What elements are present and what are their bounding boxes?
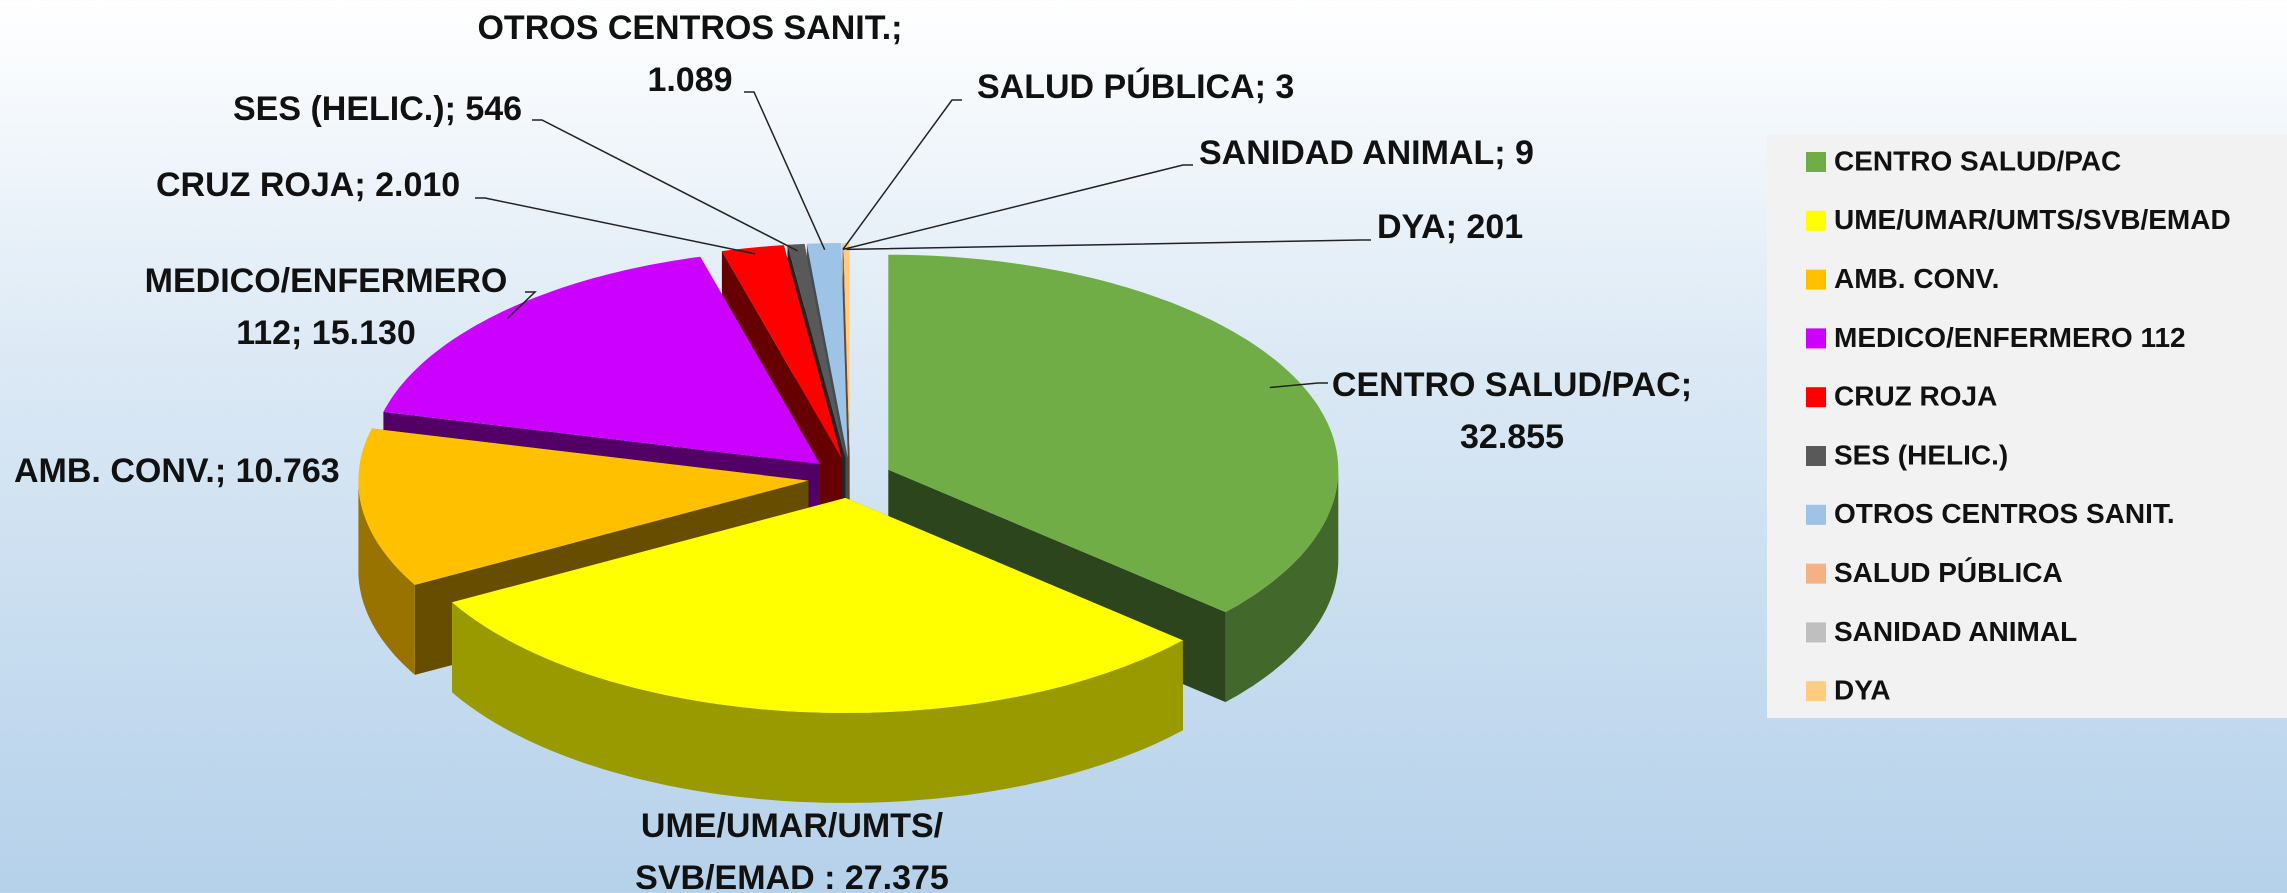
legend-swatch — [1806, 210, 1826, 231]
legend-label: CENTRO SALUD/PAC — [1834, 145, 2121, 176]
leader-line — [842, 164, 1193, 251]
leader-line — [1269, 382, 1328, 389]
legend-label: AMB. CONV. — [1834, 263, 1999, 294]
data-label: DYA; 201 — [1377, 208, 1523, 246]
legend-swatch — [1806, 152, 1826, 172]
data-label: CRUZ ROJA; 2.010 — [156, 166, 460, 204]
data-label: MEDICO/ENFERMERO 112; 15.130 — [145, 262, 508, 352]
data-label-line: OTROS CENTROS SANIT.; — [477, 9, 902, 47]
slice — [843, 242, 850, 458]
data-label-line: SVB/EMAD : 27.375 — [635, 859, 949, 893]
legend-swatch — [1806, 681, 1826, 702]
legend-label: SES (HELIC.) — [1834, 439, 2008, 470]
legend-swatch — [1806, 387, 1826, 408]
legend-label: DYA — [1834, 675, 1891, 706]
data-label: SANIDAD ANIMAL; 9 — [1199, 134, 1534, 172]
leader-line — [842, 99, 962, 250]
data-label: SES (HELIC.); 546 — [233, 90, 522, 128]
leader-line — [475, 197, 756, 255]
leader-line — [532, 119, 798, 252]
slice — [842, 243, 850, 458]
leader-line — [846, 239, 1371, 251]
slice — [806, 243, 848, 458]
legend-label: CRUZ ROJA — [1834, 381, 1997, 412]
slice — [721, 245, 842, 459]
legend-swatch — [1806, 269, 1826, 290]
leader-line — [506, 291, 537, 319]
legend-swatch — [1806, 504, 1826, 525]
data-label: CENTRO SALUD/PAC; 32.855 — [1332, 366, 1692, 456]
data-label: AMB. CONV.; 10.763 — [14, 452, 340, 490]
slice — [842, 243, 850, 458]
data-label-line: 32.855 — [1460, 418, 1564, 456]
data-label-line: CENTRO SALUD/PAC; — [1332, 366, 1692, 404]
data-label-line: UME/UMAR/UMTS/ — [641, 807, 944, 845]
legend-label: UME/UMAR/UMTS/SVB/EMAD — [1834, 204, 2231, 235]
legend-swatch — [1806, 446, 1826, 466]
slice — [358, 428, 809, 585]
legend-swatch — [1806, 328, 1826, 349]
legend-box — [1767, 134, 2287, 718]
legend-swatch — [1806, 622, 1826, 643]
legend-label: MEDICO/ENFERMERO 112 — [1834, 322, 2186, 353]
data-label: OTROS CENTROS SANIT.; 1.089 — [477, 9, 902, 99]
data-label-line: MEDICO/ENFERMERO — [145, 262, 508, 300]
data-label-line: 1.089 — [647, 61, 732, 99]
data-label-line: 112; 15.130 — [236, 314, 416, 352]
slice — [452, 497, 1183, 713]
legend-label: SALUD PÚBLICA — [1834, 557, 2063, 588]
data-label: UME/UMAR/UMTS/SVB/EMAD : 27.375 — [635, 807, 949, 893]
legend-label: OTROS CENTROS SANIT. — [1834, 498, 2175, 529]
slice-wall — [452, 602, 1183, 803]
slice — [888, 254, 1339, 613]
leader-line — [744, 91, 826, 251]
slice — [383, 256, 820, 464]
legend-swatch — [1806, 563, 1826, 584]
legend-label: SANIDAD ANIMAL — [1834, 616, 2077, 647]
data-label: SALUD PÚBLICA; 3 — [977, 68, 1294, 106]
slice — [787, 243, 846, 459]
slice-wall — [358, 480, 415, 675]
slice-wall — [1225, 469, 1339, 703]
